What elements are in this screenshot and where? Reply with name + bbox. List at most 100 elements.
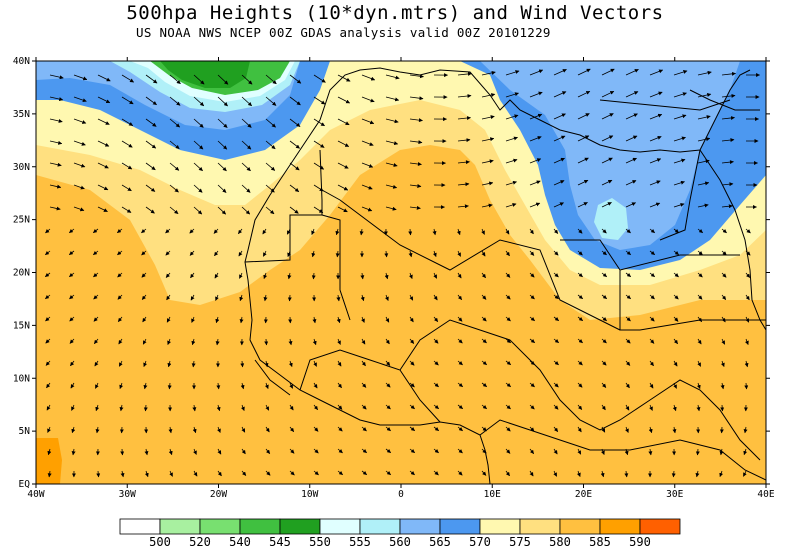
wind-arrow bbox=[721, 115, 735, 120]
wind-arrow bbox=[433, 448, 439, 454]
wind-arrow bbox=[313, 470, 319, 476]
wind-arrow bbox=[720, 360, 725, 368]
wind-arrow bbox=[73, 184, 85, 190]
wind-arrow bbox=[289, 404, 294, 411]
wind-arrow bbox=[165, 250, 171, 256]
wind-arrow bbox=[457, 204, 469, 209]
wind-arrow bbox=[217, 118, 228, 128]
wind-arrow bbox=[287, 272, 292, 280]
wind-arrow bbox=[335, 250, 340, 258]
wind-arrow bbox=[45, 360, 51, 366]
lat-label: 15N bbox=[13, 320, 30, 331]
wind-arrow bbox=[745, 272, 751, 278]
wind-arrow bbox=[505, 158, 518, 164]
wind-arrow bbox=[744, 360, 749, 368]
wind-arrow bbox=[673, 180, 685, 186]
wind-arrow bbox=[601, 135, 614, 142]
wind-arrow bbox=[192, 426, 197, 434]
wind-arrow bbox=[601, 90, 615, 98]
wind-arrow bbox=[69, 272, 75, 278]
wind-arrow bbox=[601, 294, 608, 300]
lat-label: 40N bbox=[13, 56, 30, 67]
wind-arrow bbox=[721, 228, 727, 234]
wind-arrow bbox=[71, 448, 76, 456]
wind-arrow bbox=[529, 228, 534, 235]
wind-arrow bbox=[529, 404, 535, 410]
wind-arrow bbox=[361, 382, 367, 388]
wind-arrow bbox=[289, 470, 295, 476]
colorbar-label: 555 bbox=[349, 535, 371, 549]
wind-arrow bbox=[47, 470, 52, 478]
wind-arrow bbox=[601, 316, 607, 322]
wind-arrow bbox=[145, 140, 157, 149]
wind-arrow bbox=[45, 228, 51, 234]
wind-arrow bbox=[553, 180, 565, 186]
wind-arrow bbox=[336, 316, 341, 324]
wind-arrow bbox=[189, 250, 195, 256]
wind-arrow bbox=[385, 448, 392, 454]
wind-arrow bbox=[337, 206, 348, 213]
wind-arrow bbox=[213, 228, 219, 234]
wind-arrow bbox=[335, 228, 340, 236]
wind-arrow bbox=[625, 250, 631, 256]
wind-arrow bbox=[313, 360, 317, 367]
wind-arrow bbox=[721, 93, 736, 98]
wind-arrow bbox=[505, 92, 519, 98]
colorbar-label: 580 bbox=[549, 535, 571, 549]
colorbar-swatch bbox=[359, 518, 401, 535]
wind-arrow bbox=[241, 162, 251, 172]
wind-arrow bbox=[73, 96, 87, 103]
colorbar-label: 585 bbox=[589, 535, 611, 549]
wind-arrow bbox=[577, 316, 584, 322]
wind-vectors bbox=[44, 68, 761, 478]
wind-arrow bbox=[121, 206, 132, 213]
wind-arrow bbox=[457, 93, 472, 98]
colorbar-label: 520 bbox=[189, 535, 211, 549]
wind-arrow bbox=[289, 184, 300, 193]
wind-arrow bbox=[505, 470, 510, 477]
wind-arrow bbox=[49, 140, 63, 145]
wind-arrow bbox=[457, 338, 463, 344]
wind-arrow bbox=[45, 316, 51, 322]
wind-arrow bbox=[697, 250, 703, 256]
wind-arrow bbox=[336, 294, 341, 302]
lon-label: 10W bbox=[301, 489, 318, 500]
wind-arrow bbox=[241, 118, 252, 128]
wind-arrow bbox=[625, 180, 637, 186]
wind-arrow bbox=[529, 360, 535, 366]
height-field bbox=[36, 61, 766, 484]
wind-arrow bbox=[409, 426, 416, 432]
wind-arrow bbox=[409, 183, 422, 188]
wind-arrow bbox=[745, 250, 751, 256]
wind-arrow bbox=[529, 113, 543, 120]
wind-arrow bbox=[217, 426, 221, 433]
wind-arrow bbox=[625, 294, 631, 300]
wind-arrow bbox=[697, 92, 712, 98]
wind-arrow bbox=[217, 470, 222, 477]
wind-arrow bbox=[625, 69, 639, 76]
wind-arrow bbox=[457, 470, 463, 476]
wind-arrow bbox=[409, 470, 415, 476]
wind-arrow bbox=[265, 448, 271, 454]
wind-arrow bbox=[648, 448, 653, 456]
wind-arrow bbox=[743, 426, 748, 434]
wind-arrow bbox=[313, 404, 318, 411]
wind-arrow bbox=[743, 448, 748, 456]
wind-arrow bbox=[193, 118, 204, 128]
wind-arrow bbox=[529, 382, 535, 388]
wind-arrow bbox=[553, 316, 560, 322]
wind-arrow bbox=[529, 316, 535, 322]
map-title: 500hpa Heights (10*dyn.mtrs) and Wind Ve… bbox=[126, 2, 664, 24]
wind-arrow bbox=[673, 114, 687, 120]
wind-arrow bbox=[721, 272, 727, 278]
wind-arrow bbox=[576, 470, 581, 478]
wind-arrow bbox=[313, 382, 318, 389]
lat-label: 35N bbox=[13, 109, 30, 120]
wind-arrow bbox=[239, 272, 243, 279]
wind-arrow bbox=[649, 250, 656, 256]
wind-arrow bbox=[481, 250, 486, 257]
wind-arrow bbox=[505, 272, 511, 278]
wind-arrow bbox=[744, 382, 749, 390]
wind-arrow bbox=[505, 294, 511, 300]
wind-arrow bbox=[481, 316, 487, 322]
